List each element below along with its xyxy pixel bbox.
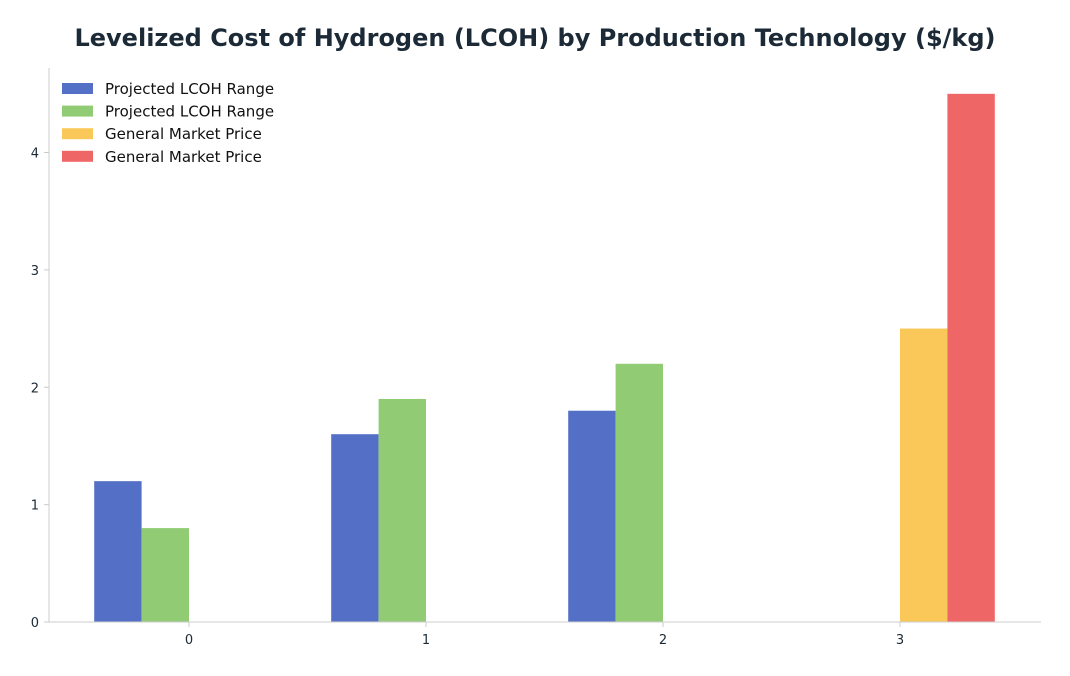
bar-series-1-category-0 <box>141 528 189 622</box>
bar-series-0-category-2 <box>568 410 616 622</box>
bar-series-1-category-1 <box>378 398 426 622</box>
legend-swatch <box>62 128 93 140</box>
bar-series-1-category-2 <box>615 363 663 622</box>
chart-title: Levelized Cost of Hydrogen (LCOH) by Pro… <box>74 24 996 52</box>
bar-series-3-category-3 <box>947 93 995 623</box>
bars-layer <box>94 93 995 623</box>
x-tick-label: 1 <box>422 633 430 648</box>
y-tick-label: 1 <box>31 499 39 514</box>
y-tick-label: 3 <box>31 264 39 279</box>
legend: Projected LCOH Range Projected LCOH Range… <box>62 80 274 166</box>
legend-swatch <box>62 150 93 162</box>
legend-label: General Market Price <box>105 148 262 166</box>
bar-series-2-category-3 <box>900 328 948 622</box>
legend-label: General Market Price <box>105 125 262 143</box>
axes-layer: 0 1 2 3 0 1 2 3 4 <box>31 68 1041 648</box>
x-tick-label: 2 <box>659 633 667 648</box>
x-tick-label: 3 <box>896 633 904 648</box>
bar-series-0-category-1 <box>331 434 379 622</box>
y-tick-label: 2 <box>31 381 39 396</box>
y-tick-label: 4 <box>31 147 39 162</box>
y-tick-label: 0 <box>31 616 39 631</box>
legend-label: Projected LCOH Range <box>105 80 274 98</box>
legend-label: Projected LCOH Range <box>105 103 274 121</box>
legend-swatch <box>62 83 93 94</box>
x-tick-label: 0 <box>185 633 193 648</box>
bar-series-0-category-0 <box>94 481 142 622</box>
legend-swatch <box>62 105 93 117</box>
